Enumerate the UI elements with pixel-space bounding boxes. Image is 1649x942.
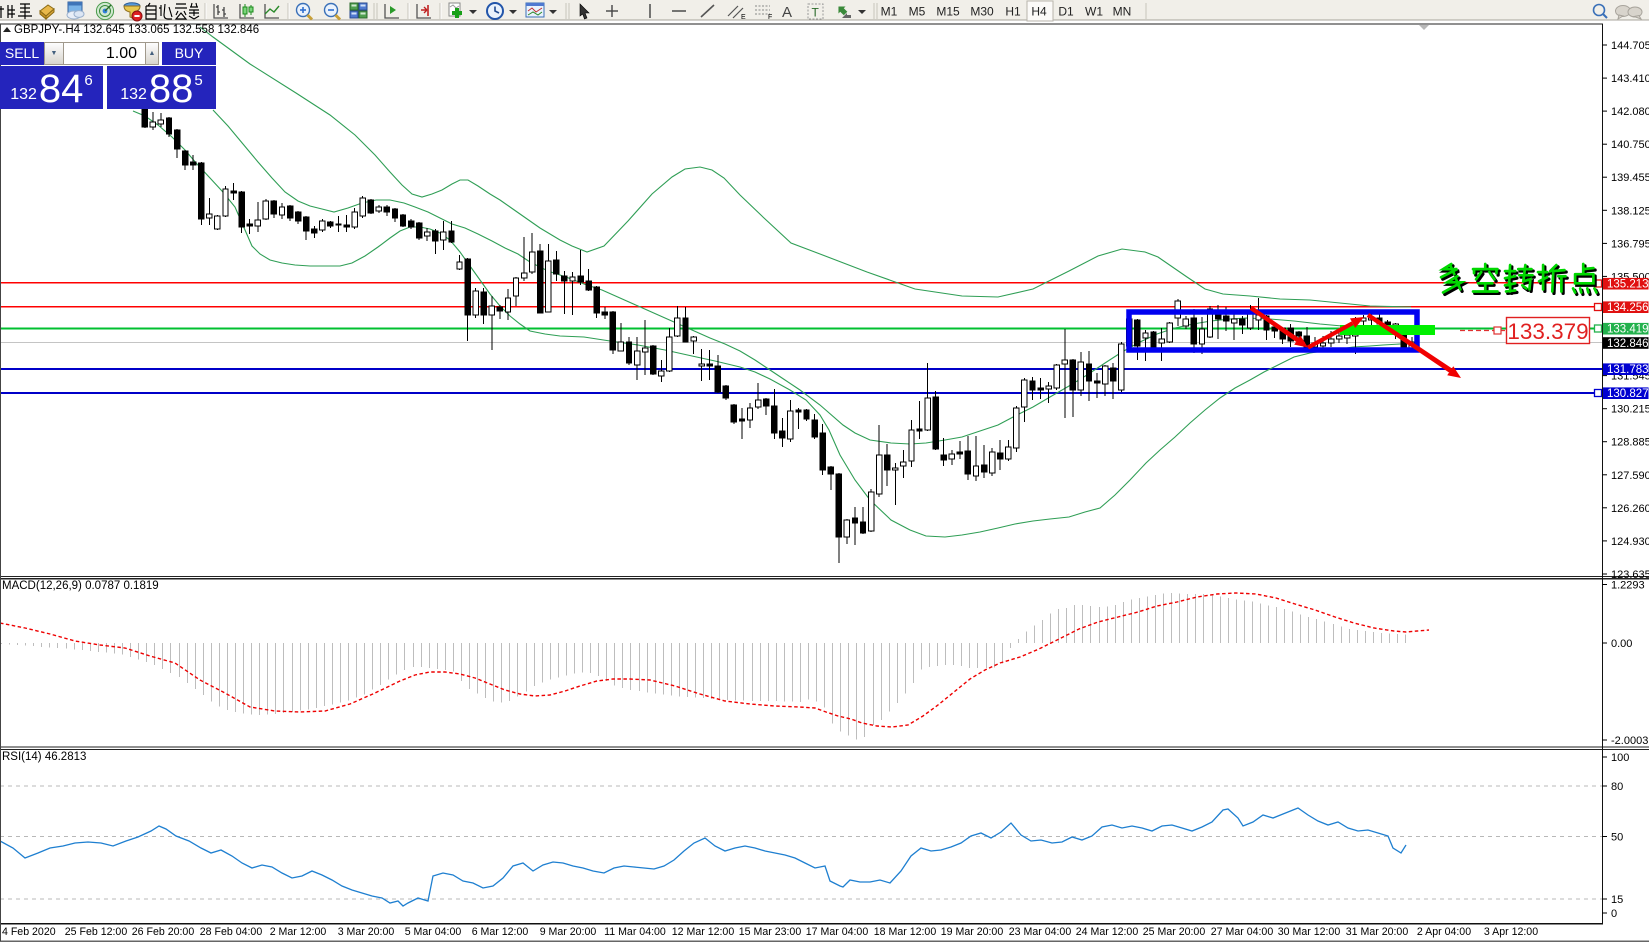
svg-text:T: T: [812, 6, 820, 20]
svg-text:4 Feb 2020: 4 Feb 2020: [2, 926, 56, 938]
svg-text:-2.0003: -2.0003: [1611, 735, 1648, 747]
svg-text:MN: MN: [1113, 5, 1132, 19]
svg-text:127.590: 127.590: [1611, 470, 1649, 482]
svg-text:15 Mar 23:00: 15 Mar 23:00: [739, 926, 802, 938]
svg-text:28 Feb 04:00: 28 Feb 04:00: [200, 926, 263, 938]
svg-text:133.379: 133.379: [1507, 319, 1588, 344]
svg-text:H1: H1: [1005, 5, 1021, 19]
svg-text:136.795: 136.795: [1611, 238, 1649, 250]
svg-text:MACD(12,26,9) 0.0787 0.1819: MACD(12,26,9) 0.0787 0.1819: [2, 580, 159, 592]
svg-text:18 Mar 12:00: 18 Mar 12:00: [874, 926, 937, 938]
svg-text:135.213: 135.213: [1607, 279, 1649, 291]
svg-text:25 Mar 20:00: 25 Mar 20:00: [1143, 926, 1206, 938]
svg-text:9 Mar 20:00: 9 Mar 20:00: [540, 926, 597, 938]
svg-text:H4: H4: [1031, 5, 1047, 19]
svg-text:A: A: [782, 4, 792, 21]
svg-text:124.930: 124.930: [1611, 536, 1649, 548]
svg-text:134.256: 134.256: [1607, 302, 1649, 314]
svg-text:143.410: 143.410: [1611, 73, 1649, 85]
svg-text:11 Mar 04:00: 11 Mar 04:00: [604, 926, 666, 938]
svg-text:17 Mar 04:00: 17 Mar 04:00: [806, 926, 869, 938]
svg-text:132.846: 132.846: [1607, 338, 1649, 350]
svg-text:142.080: 142.080: [1611, 106, 1649, 118]
svg-text:130.827: 130.827: [1607, 388, 1649, 400]
svg-text:19 Mar 20:00: 19 Mar 20:00: [941, 926, 1004, 938]
svg-text:50: 50: [1611, 832, 1623, 844]
svg-text:23 Mar 04:00: 23 Mar 04:00: [1009, 926, 1072, 938]
svg-text:3 Apr 12:00: 3 Apr 12:00: [1484, 926, 1538, 938]
svg-text:2 Apr 04:00: 2 Apr 04:00: [1417, 926, 1471, 938]
svg-text:123.635: 123.635: [1611, 569, 1649, 581]
svg-text:M1: M1: [881, 5, 898, 19]
svg-text:W1: W1: [1085, 5, 1103, 19]
svg-text:GBPJPY-.H4 132.645 133.065 13: GBPJPY-.H4 132.645 133.065 132.558 132.8…: [14, 24, 259, 36]
svg-text:100: 100: [1611, 752, 1629, 764]
svg-text:2 Mar 12:00: 2 Mar 12:00: [270, 926, 327, 938]
svg-text:5 Mar 04:00: 5 Mar 04:00: [405, 926, 462, 938]
svg-text:80: 80: [1611, 781, 1623, 793]
svg-text:M15: M15: [936, 5, 960, 19]
svg-text:126.260: 126.260: [1611, 503, 1649, 515]
svg-text:D1: D1: [1058, 5, 1074, 19]
svg-text:12 Mar 12:00: 12 Mar 12:00: [672, 926, 735, 938]
svg-text:3 Mar 20:00: 3 Mar 20:00: [338, 926, 395, 938]
svg-text:30 Mar 12:00: 30 Mar 12:00: [1278, 926, 1341, 938]
svg-text:RSI(14) 46.2813: RSI(14) 46.2813: [2, 751, 86, 763]
svg-text:130.215: 130.215: [1611, 404, 1649, 416]
svg-text:F: F: [768, 14, 772, 21]
svg-text:131.783: 131.783: [1607, 364, 1649, 376]
svg-text:24 Mar 12:00: 24 Mar 12:00: [1076, 926, 1139, 938]
svg-text:133.419: 133.419: [1607, 324, 1649, 336]
svg-text:E: E: [741, 14, 746, 21]
svg-text:0.00: 0.00: [1611, 638, 1632, 650]
svg-text:25 Feb 12:00: 25 Feb 12:00: [65, 926, 128, 938]
svg-text:139.455: 139.455: [1611, 172, 1649, 184]
svg-text:140.750: 140.750: [1611, 139, 1649, 151]
svg-text:15: 15: [1611, 894, 1623, 906]
svg-text:128.885: 128.885: [1611, 437, 1649, 449]
svg-text:138.125: 138.125: [1611, 205, 1649, 217]
svg-text:M5: M5: [909, 5, 926, 19]
svg-text:27 Mar 04:00: 27 Mar 04:00: [1211, 926, 1274, 938]
svg-text:26 Feb 20:00: 26 Feb 20:00: [132, 926, 195, 938]
svg-text:144.705: 144.705: [1611, 40, 1649, 52]
svg-text:1.2293: 1.2293: [1611, 580, 1645, 592]
svg-text:M30: M30: [970, 5, 994, 19]
svg-text:31 Mar 20:00: 31 Mar 20:00: [1346, 926, 1409, 938]
svg-text:6 Mar 12:00: 6 Mar 12:00: [472, 926, 529, 938]
svg-text:0: 0: [1611, 908, 1617, 920]
